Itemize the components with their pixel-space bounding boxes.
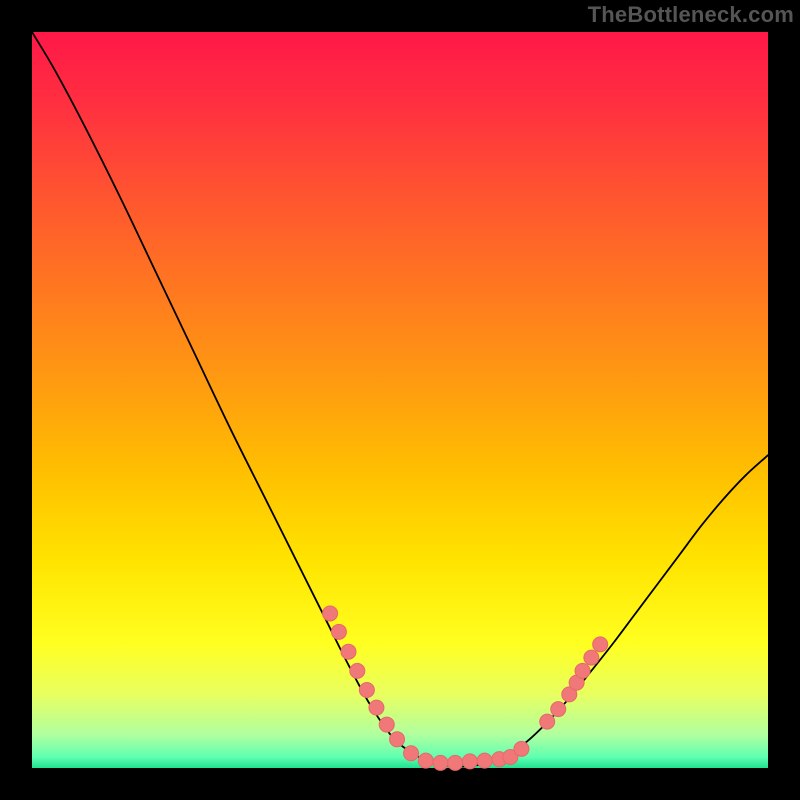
scatter-marker — [540, 714, 555, 729]
chart-svg — [0, 0, 800, 800]
scatter-marker — [369, 700, 384, 715]
scatter-marker — [390, 732, 405, 747]
scatter-marker — [514, 741, 529, 756]
plot-gradient-area — [32, 32, 768, 768]
scatter-marker — [323, 606, 338, 621]
scatter-marker — [462, 754, 477, 769]
scatter-marker — [341, 644, 356, 659]
scatter-marker — [593, 637, 608, 652]
scatter-marker — [418, 753, 433, 768]
scatter-marker — [584, 650, 599, 665]
attribution-text: TheBottleneck.com — [588, 2, 794, 28]
scatter-marker — [477, 753, 492, 768]
chart-stage: TheBottleneck.com — [0, 0, 800, 800]
scatter-marker — [350, 663, 365, 678]
scatter-marker — [331, 624, 346, 639]
scatter-marker — [575, 663, 590, 678]
scatter-marker — [433, 755, 448, 770]
scatter-marker — [379, 717, 394, 732]
scatter-marker — [404, 746, 419, 761]
scatter-marker — [551, 702, 566, 717]
scatter-marker — [359, 682, 374, 697]
scatter-marker — [448, 755, 463, 770]
